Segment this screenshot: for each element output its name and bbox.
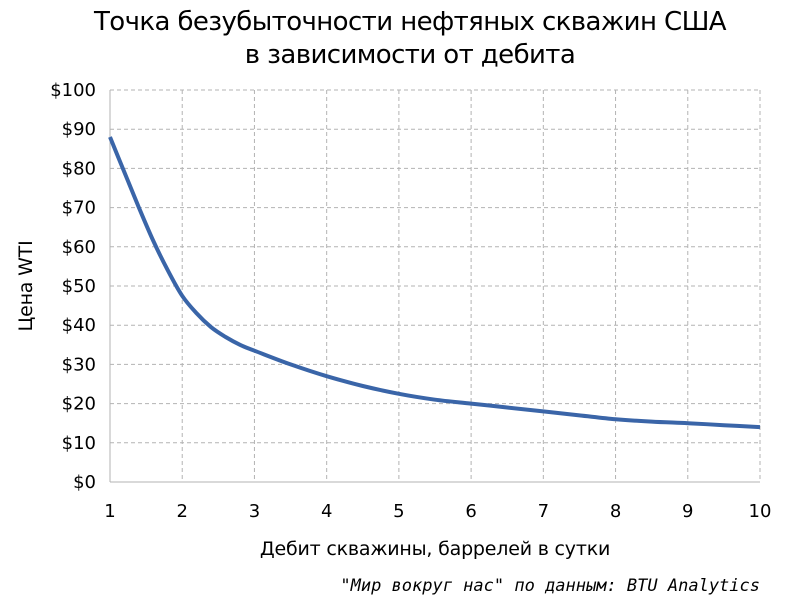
x-axis-label: Дебит скважины, баррелей в сутки <box>260 538 610 560</box>
chart-title-line-1: Точка безубыточности нефтяных скважин СШ… <box>93 7 727 37</box>
grid <box>110 89 761 482</box>
x-tick-label: 3 <box>249 501 260 522</box>
y-tick-label: $90 <box>62 119 96 140</box>
chart-title-line-2: в зависимости от дебита <box>245 40 575 70</box>
x-tick-label: 9 <box>682 501 693 522</box>
y-tick-label: $30 <box>62 354 96 375</box>
x-tick-label: 8 <box>610 501 621 522</box>
x-tick-label: 6 <box>465 501 476 522</box>
x-tick-labels: 1 2 3 4 5 6 7 8 9 10 <box>104 501 771 522</box>
y-tick-label: $70 <box>62 198 96 219</box>
y-tick-labels: $0 $10 $20 $30 $40 $50 $60 $70 $80 $90 $100 <box>50 80 96 493</box>
y-tick-label: $40 <box>62 315 96 336</box>
x-tick-label: 10 <box>749 501 772 522</box>
x-tick-label: 1 <box>104 501 115 522</box>
x-tick-label: 5 <box>393 501 404 522</box>
y-tick-label: $50 <box>62 276 96 297</box>
y-tick-label: $60 <box>62 237 96 258</box>
x-tick-label: 2 <box>176 501 187 522</box>
y-axis-label: Цена WTI <box>15 241 37 332</box>
y-tick-label: $100 <box>50 80 96 101</box>
series-line <box>108 136 761 430</box>
source-note: "Мир вокруг нас" по данным: BTU Analytic… <box>340 576 760 596</box>
series-layer <box>108 136 761 430</box>
y-tick-label: $80 <box>62 158 96 179</box>
x-tick-label: 7 <box>538 501 549 522</box>
y-tick-label: $20 <box>62 394 96 415</box>
y-tick-label: $0 <box>73 472 96 493</box>
chart-title: Точка безубыточности нефтяных скважин СШ… <box>93 7 727 70</box>
axes <box>109 90 760 483</box>
y-tick-label: $10 <box>62 433 96 454</box>
x-tick-label: 4 <box>321 501 332 522</box>
